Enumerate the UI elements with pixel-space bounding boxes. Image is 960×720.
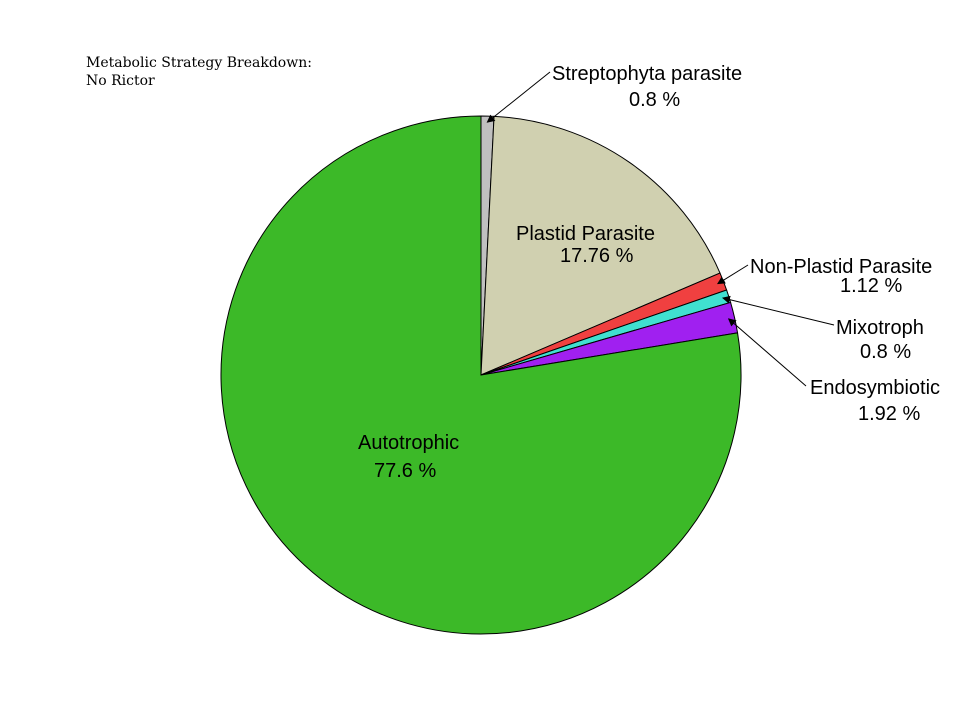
value-non-plastid-parasite: 1.12 %	[840, 275, 902, 297]
value-mixotroph: 0.8 %	[860, 341, 911, 363]
leader-line-non-plastid-parasite	[717, 264, 749, 285]
value-endosymbiotic: 1.92 %	[858, 403, 920, 425]
pie-slice-autotrophic	[220, 115, 742, 635]
label-endosymbiotic: Endosymbiotic	[810, 377, 940, 399]
leader-line-mixotroph	[721, 295, 835, 326]
label-plastid-parasite: Plastid Parasite	[516, 223, 655, 245]
label-non-plastid-parasite: Non-Plastid Parasite	[750, 256, 932, 278]
leader-line-endosymbiotic	[727, 318, 807, 387]
value-autotrophic: 77.6 %	[374, 460, 436, 482]
label-autotrophic: Autotrophic	[358, 432, 459, 454]
leader-lines	[486, 71, 835, 387]
leader-line-streptophyta-parasite	[486, 71, 551, 123]
pie-slices	[220, 115, 742, 635]
chart-title-line-1: Metabolic Strategy Breakdown:	[86, 55, 312, 71]
value-streptophyta-parasite: 0.8 %	[629, 89, 680, 111]
pie-slice-plastid-parasite	[480, 115, 721, 376]
value-plastid-parasite: 17.76 %	[560, 245, 634, 267]
label-streptophyta-parasite: Streptophyta parasite	[552, 63, 742, 85]
chart-title-line-2: No Rictor	[86, 73, 155, 89]
label-mixotroph: Mixotroph	[836, 317, 924, 339]
